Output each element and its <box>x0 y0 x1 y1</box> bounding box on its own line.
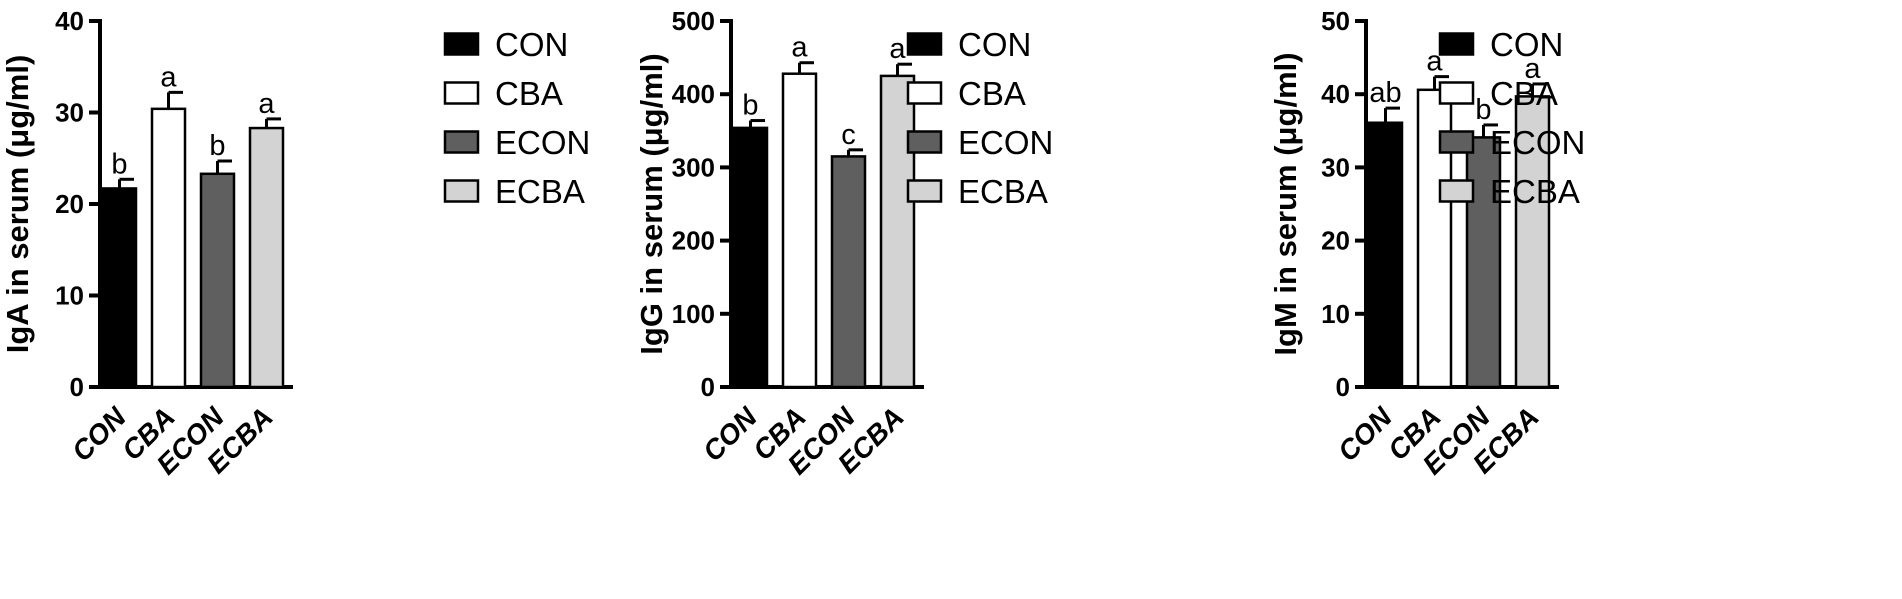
legend-swatch <box>1438 179 1475 203</box>
legend-label: CON <box>495 26 568 63</box>
y-tick-label: 0 <box>1336 372 1350 402</box>
y-tick-label: 200 <box>672 226 715 256</box>
y-tick-label: 300 <box>672 152 715 182</box>
bar-econ <box>199 172 236 389</box>
bar-ecba <box>1514 95 1551 389</box>
legend-swatch <box>443 81 480 105</box>
legend-label: ECBA <box>495 173 585 210</box>
bar-econ <box>1465 136 1502 389</box>
bar-con <box>732 126 769 389</box>
y-tick-label: 100 <box>672 299 715 329</box>
significance-letter: c <box>841 119 856 151</box>
significance-letter: b <box>742 90 758 122</box>
legend-label: CON <box>1490 26 1563 63</box>
legend-label: CBA <box>495 75 563 112</box>
legend-swatch <box>1438 130 1475 154</box>
y-tick-label: 0 <box>701 372 715 402</box>
y-axis-title: IgG in serum (μg/ml) <box>634 53 669 354</box>
y-tick-label: 30 <box>55 98 84 128</box>
y-tick-label: 40 <box>1321 79 1350 109</box>
bar-ecba <box>248 126 285 389</box>
y-tick-label: 20 <box>55 189 84 219</box>
legend-label: ECON <box>958 124 1053 161</box>
y-tick-label: 40 <box>55 6 84 36</box>
legend-swatch <box>906 130 943 154</box>
y-tick-label: 400 <box>672 79 715 109</box>
x-tick-label: CON <box>66 401 132 467</box>
legend-label: ECON <box>495 124 590 161</box>
legend-swatch <box>906 81 943 105</box>
legend-label: CBA <box>1490 75 1558 112</box>
legend-swatch <box>906 179 943 203</box>
x-tick-label: CON <box>1332 401 1398 467</box>
legend-swatch <box>443 32 480 56</box>
chart-iga: 0 10 20 30 40 IgA in serum (μg/ml) b CON a CBA b EC… <box>0 0 634 599</box>
y-tick-label: 0 <box>70 372 84 402</box>
y-axis-title: IgM in serum (μg/ml) <box>1268 52 1303 355</box>
legend-label: ECBA <box>958 173 1048 210</box>
y-tick-label: 20 <box>1321 226 1350 256</box>
y-tick-label: 10 <box>55 281 84 311</box>
legend-swatch <box>443 179 480 203</box>
y-axis-title: IgA in serum (μg/ml) <box>0 55 35 354</box>
chart-igg: 0 100 200 300 400 500 IgG in serum (μg/ml) b CON… <box>634 0 1268 599</box>
y-tick-label: 500 <box>672 6 715 36</box>
significance-letter: a <box>889 33 906 65</box>
bar-ecba <box>879 74 916 389</box>
y-tick-label: 10 <box>1321 299 1350 329</box>
bar-cba <box>781 72 818 389</box>
bar-econ <box>830 155 867 389</box>
bar-con <box>1367 121 1404 389</box>
y-tick-label: 50 <box>1321 6 1350 36</box>
significance-letter: b <box>111 148 127 180</box>
chart-iga-svg: 0 10 20 30 40 IgA in serum (μg/ml) b CON a CBA b EC… <box>0 6 590 480</box>
significance-letter: a <box>1524 53 1541 85</box>
legend-swatch <box>1438 81 1475 105</box>
legend-label: ECBA <box>1490 173 1580 210</box>
x-tick-label: CON <box>697 401 763 467</box>
bar-con <box>101 187 138 389</box>
legend-label: CON <box>958 26 1031 63</box>
significance-letter: b <box>1475 94 1491 126</box>
legend-swatch <box>906 32 943 56</box>
significance-letter: a <box>791 32 808 64</box>
chart-igm: 0 10 20 30 40 50 IgM in serum (μg/ml) ab CON a CBA… <box>1268 0 1902 599</box>
bar-cba <box>150 107 187 389</box>
significance-letter: ab <box>1369 77 1401 109</box>
legend-swatch <box>1438 32 1475 56</box>
legend-label: ECON <box>1490 124 1585 161</box>
y-tick-label: 30 <box>1321 152 1350 182</box>
significance-letter: b <box>209 130 225 162</box>
legend-label: CBA <box>958 75 1026 112</box>
legend-swatch <box>443 130 480 154</box>
significance-letter: a <box>160 61 177 93</box>
significance-letter: a <box>258 88 275 120</box>
